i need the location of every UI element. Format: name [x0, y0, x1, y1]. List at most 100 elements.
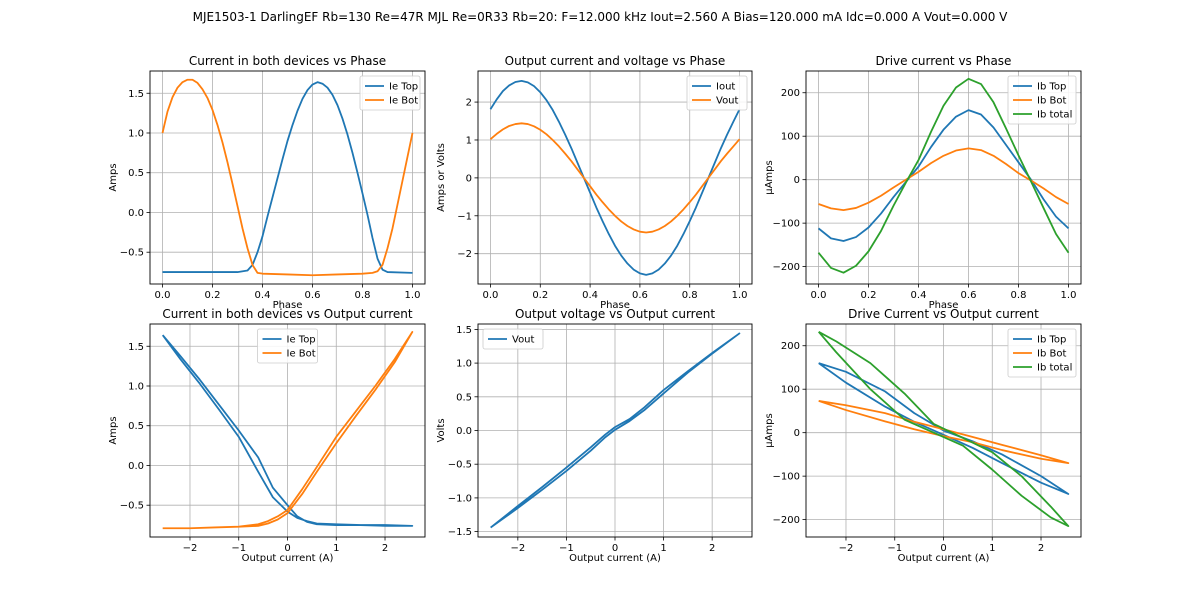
subplot-1: 0.0 0.2 0.4 0.6 0.8 1.0 −0.5 0.0 0.5 1.0 1.5 Curren…: [108, 54, 426, 311]
legend-entry: Ib Bot: [1037, 96, 1066, 107]
legend-entry: Vout: [512, 335, 535, 346]
subplot-title: Drive current vs Phase: [876, 54, 1012, 68]
y-tick-label: 0.0: [128, 461, 144, 472]
subplot-title: Current in both devices vs Output curren…: [162, 307, 412, 321]
series-line-ib-bot: [818, 147, 1069, 212]
x-tick-label: 1: [660, 543, 666, 554]
legend-box: [482, 328, 544, 350]
y-tick-label: 200: [781, 341, 800, 352]
legend: Ie Top Ie Bot: [257, 328, 318, 364]
x-tick-label: 0.0: [483, 290, 499, 301]
subplot-5: −2 −1 0 1 2 −1.5 −1.0 −0.5 0.0 0.5 1.0 1.5 Output vo…: [436, 307, 753, 564]
y-tick-label: −100: [773, 219, 800, 230]
y-tick-label: 1.5: [128, 89, 144, 100]
x-tick-label: 0.0: [155, 290, 171, 301]
legend-entry: Ib Top: [1037, 82, 1066, 93]
subplot-title: Output voltage vs Output current: [515, 307, 715, 321]
series-line-ie-bot: [161, 78, 414, 277]
series-line-vout: [490, 332, 741, 529]
y-tick-label: 1.5: [456, 325, 472, 336]
y-tick-label: −0.5: [448, 460, 472, 471]
y-tick-label: −100: [773, 472, 800, 483]
y-tick-label: 0.5: [128, 168, 144, 179]
y-tick-label: 0.5: [128, 421, 144, 432]
y-axis-label: Amps or Volts: [436, 143, 447, 212]
series-line-ib-total: [817, 331, 1070, 528]
legend-entry: Iout: [716, 82, 735, 93]
x-tick-label: −2: [510, 543, 525, 554]
subplot-grid: 0.0 0.2 0.4 0.6 0.8 1.0 −0.5 0.0 0.5 1.0 1.5 Curren…: [108, 54, 1082, 564]
x-tick-label: 1: [333, 543, 339, 554]
y-tick-label: −1: [457, 211, 472, 222]
legend-box: [257, 328, 318, 364]
y-tick-label: 1: [466, 135, 472, 146]
y-axis-label: µAmps: [764, 160, 775, 195]
x-axis-label: Phase: [600, 300, 630, 311]
y-tick-label: 1.5: [128, 342, 144, 353]
x-tick-label: 2: [709, 543, 715, 554]
axes-frame: [149, 70, 426, 285]
subplot-title: Drive Current vs Output current: [848, 307, 1039, 321]
x-tick-label: −1: [887, 543, 902, 554]
y-tick-label: −1.5: [448, 527, 472, 538]
y-tick-label: −1.0: [448, 493, 472, 504]
y-tick-label: 1.0: [456, 359, 472, 370]
x-tick-label: 0.8: [1011, 290, 1027, 301]
subplot-4: −2 −1 0 1 2 −0.5 0.0 0.5 1.0 1.5 Current in both d…: [108, 307, 426, 564]
legend-entry: Ib total: [1037, 363, 1072, 374]
y-tick-label: −0.5: [120, 501, 144, 512]
legend: Ie Top Ie Bot: [359, 75, 421, 111]
y-tick-label: 0.0: [128, 208, 144, 219]
x-tick-label: 0.0: [811, 290, 827, 301]
y-tick-label: 0: [466, 173, 472, 184]
x-tick-label: 0.8: [682, 290, 698, 301]
x-tick-label: 2: [1038, 543, 1044, 554]
x-axis-label: Phase: [929, 300, 959, 311]
figure-suptitle: MJE1503-1 DarlingEF Rb=130 Re=47R MJL Re…: [193, 10, 1009, 24]
subplot-6: −2 −1 0 1 2 −200 −100 0 100 200 Drive Current vs O…: [764, 307, 1082, 564]
series-line-ie-bot: [162, 331, 414, 530]
x-tick-label: 0.4: [582, 290, 598, 301]
series-line-ie-top: [162, 81, 413, 274]
y-tick-label: 100: [781, 132, 800, 143]
series-line-iout: [489, 79, 741, 276]
legend-entry: Ib Top: [1037, 335, 1066, 346]
y-axis-label: Amps: [108, 163, 119, 191]
x-axis-label: Phase: [273, 300, 303, 311]
legend-box: [686, 75, 748, 111]
x-tick-label: 0.6: [632, 290, 648, 301]
y-tick-label: 100: [781, 385, 800, 396]
series-line-ib-top: [818, 362, 1070, 495]
y-tick-label: −200: [773, 515, 800, 526]
subplot-3: 0.0 0.2 0.4 0.6 0.8 1.0 −200 −100 0 100 200 Drive c…: [764, 54, 1082, 311]
x-tick-label: 1.0: [405, 290, 421, 301]
x-tick-label: 1.0: [1061, 290, 1077, 301]
legend-entry: Ie Top: [287, 335, 316, 346]
x-tick-label: 0: [940, 543, 946, 554]
legend-entry: Vout: [716, 96, 739, 107]
x-tick-label: 0.4: [255, 290, 271, 301]
x-tick-label: −1: [231, 543, 246, 554]
x-tick-label: 2: [382, 543, 388, 554]
legend-entry: Ib total: [1037, 110, 1072, 121]
axes-frame: [805, 70, 1082, 285]
y-tick-label: 0: [794, 175, 800, 186]
x-axis-label: Output current (A): [569, 553, 661, 564]
legend-entry: Ie Bot: [389, 96, 418, 107]
x-tick-label: 0.2: [532, 290, 548, 301]
legend-box: [1007, 328, 1077, 378]
y-tick-label: 0.0: [456, 426, 472, 437]
y-tick-label: 2: [466, 98, 472, 109]
x-tick-label: 0.4: [911, 290, 927, 301]
subplot-title: Current in both devices vs Phase: [189, 54, 386, 68]
series-line-ie-top: [161, 334, 414, 527]
legend: Ib Top Ib Bot Ib total: [1007, 75, 1077, 125]
legend-box: [1007, 75, 1077, 125]
x-tick-label: 0.2: [861, 290, 877, 301]
x-tick-label: 0.8: [355, 290, 371, 301]
x-axis-label: Output current (A): [242, 553, 334, 564]
legend-entry: Ib Bot: [1037, 349, 1066, 360]
y-tick-label: −200: [773, 262, 800, 273]
